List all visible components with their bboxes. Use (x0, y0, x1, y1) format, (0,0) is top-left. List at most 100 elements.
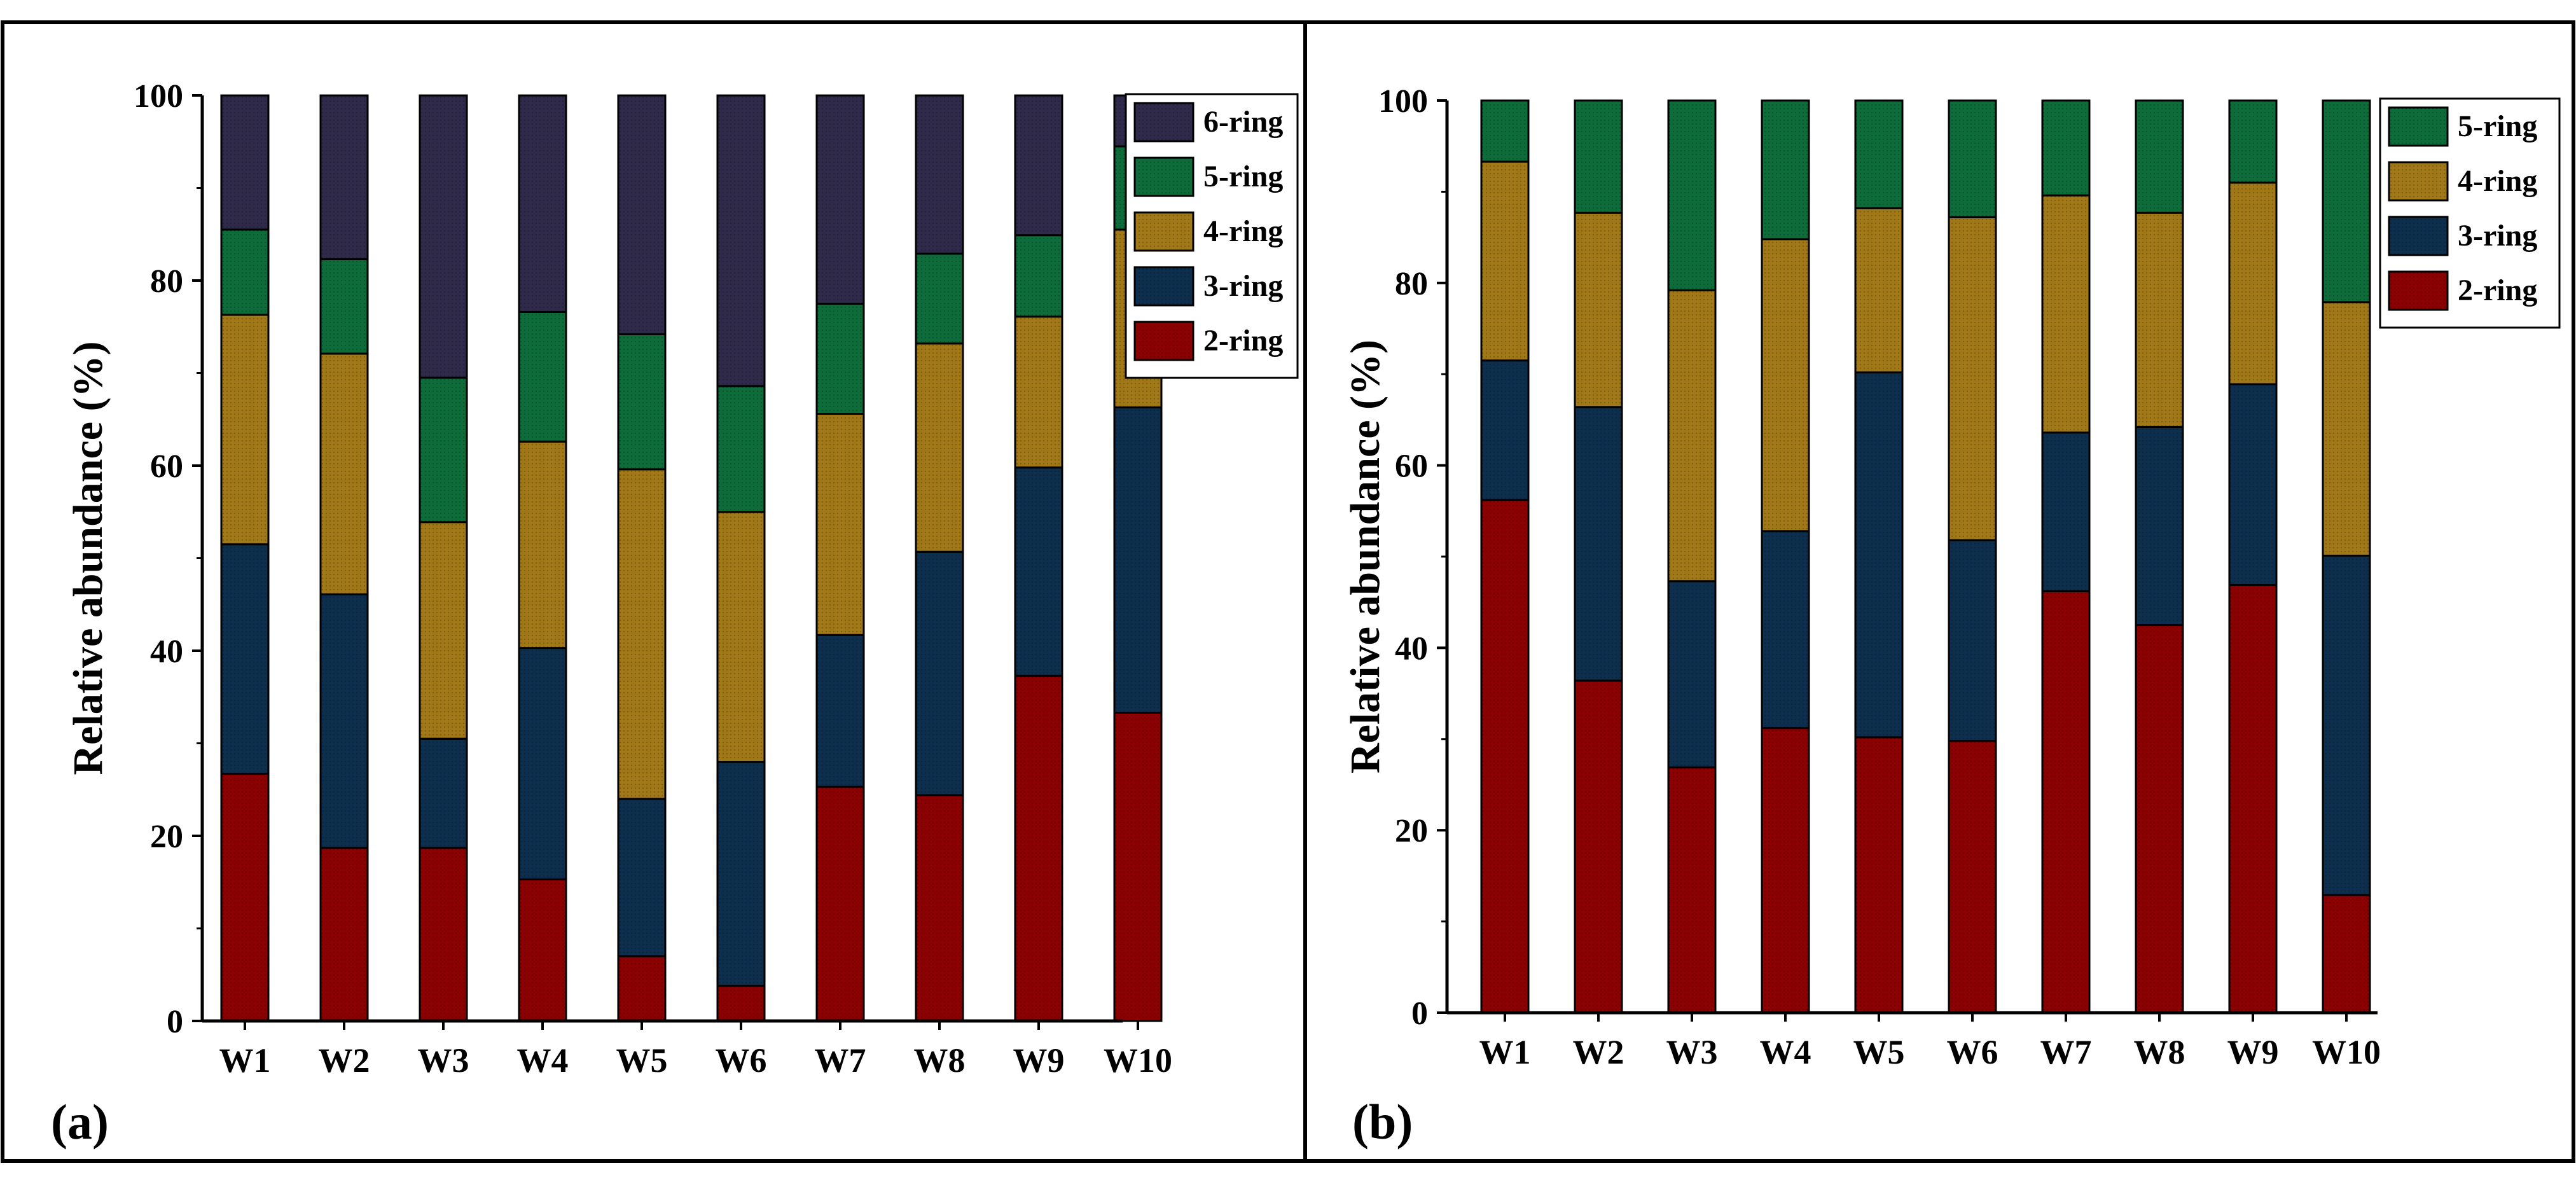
bar-a-w3-4-ring (419, 521, 468, 740)
bar-b-w9-4-ring (2228, 181, 2278, 385)
legend-b: 5-ring 4-ring 3-ring 2-ring (2379, 97, 2561, 329)
legend-swatch-texture-a (1135, 158, 1193, 196)
bar-b-w6-3-ring (1948, 539, 1997, 742)
bar-b-w10-5-ring (2322, 99, 2371, 303)
bar-a-w5-3-ring (617, 798, 667, 957)
bar-a-w5-4-ring (617, 468, 667, 800)
y-tick-label-a: 20 (150, 819, 183, 855)
x-tick-label-b: W5 (1853, 1033, 1905, 1071)
bar-a-w9-5-ring (1014, 234, 1063, 318)
bar-b-w8-4-ring (2135, 211, 2184, 428)
bar-b-w4-4-ring (1761, 238, 1810, 532)
bar-b-w7-3-ring (2041, 431, 2091, 592)
x-tick-label-b: W3 (1666, 1033, 1718, 1071)
x-tick-label-b: W9 (2227, 1033, 2279, 1071)
bar-b-w1-4-ring (1480, 160, 1530, 362)
y-tick-label-b: 40 (1395, 630, 1428, 667)
legend-swatch-texture-a (1135, 103, 1193, 141)
y-tick-label-b: 100 (1378, 83, 1428, 120)
y-tick-label-a: 40 (150, 634, 183, 670)
bar-a-w8-5-ring (915, 253, 964, 345)
bar-b-w1-5-ring (1480, 99, 1530, 163)
bar-b-w8-5-ring (2135, 99, 2184, 214)
legend-label-a-4-ring: 4-ring (1203, 214, 1283, 248)
bar-a-w1-5-ring (220, 228, 270, 316)
bar-a-w7-2-ring (815, 786, 865, 1022)
x-tick-label-a: W4 (517, 1041, 569, 1079)
bar-a-w2-3-ring (319, 593, 369, 849)
y-axis-b: 0 20 40 60 80 100 (1378, 83, 1449, 1032)
bar-a-w5-5-ring (617, 333, 667, 471)
x-tick-label-a: W6 (716, 1041, 767, 1079)
bar-b-w3-3-ring (1667, 580, 1717, 768)
bar-a-w9-6-ring (1014, 94, 1063, 237)
x-tick-label-b: W10 (2312, 1033, 2381, 1071)
bar-a-w1-6-ring (220, 94, 270, 231)
bar-a-w4-5-ring (518, 310, 567, 443)
bar-b-w1-3-ring (1480, 359, 1530, 501)
panel-label-b: (b) (1352, 1094, 1413, 1149)
bar-a-w6-5-ring (716, 385, 766, 513)
bar-a-w3-3-ring (419, 737, 468, 849)
x-tick-label-b: W7 (2040, 1033, 2092, 1071)
panel-label-a: (a) (51, 1094, 109, 1149)
x-tick-label-a: W10 (1104, 1041, 1172, 1079)
bar-a-w8-3-ring (915, 550, 964, 796)
bar-b-w4-3-ring (1761, 530, 1810, 730)
x-tick-label-a: W9 (1013, 1041, 1065, 1079)
bar-b-w9-5-ring (2228, 99, 2278, 184)
legend-label-b-2-ring: 2-ring (2458, 274, 2537, 307)
x-axis-b: W1 W2 W3 W4 W5 W6 W7 W8 W9 W10 (1447, 1011, 2381, 1071)
y-axis-a: 0 20 40 60 80 100 (134, 78, 204, 1040)
bar-a-w9-4-ring (1014, 316, 1063, 469)
legend-swatch-texture-a (1135, 322, 1193, 360)
bar-b-w2-3-ring (1574, 406, 1623, 682)
bar-a-w1-2-ring (220, 773, 270, 1022)
bar-b-w6-4-ring (1948, 216, 1997, 541)
bar-a-w8-6-ring (915, 94, 964, 255)
x-tick-label-b: W8 (2134, 1033, 2185, 1071)
bar-b-w5-5-ring (1854, 99, 1904, 209)
x-tick-label-a: W2 (319, 1041, 370, 1079)
bar-b-w7-4-ring (2041, 194, 2091, 434)
bar-b-w9-2-ring (2228, 583, 2278, 1014)
bar-b-w10-4-ring (2322, 301, 2371, 557)
bar-a-w1-3-ring (220, 543, 270, 775)
legend-swatch-texture-a (1135, 267, 1193, 305)
legend-swatch-texture-b (2389, 217, 2448, 255)
bar-a-w2-4-ring (319, 352, 369, 595)
bar-a-w4-6-ring (518, 94, 567, 313)
bar-b-w10-2-ring (2322, 894, 2371, 1014)
bar-b-w9-3-ring (2228, 383, 2278, 586)
bar-a-w1-4-ring (220, 314, 270, 546)
bar-b-w7-2-ring (2041, 590, 2091, 1014)
bar-a-w7-6-ring (815, 94, 865, 305)
y-tick-label-b: 0 (1411, 996, 1428, 1032)
bar-a-w5-6-ring (617, 94, 667, 335)
legend-label-b-4-ring: 4-ring (2458, 164, 2537, 198)
bar-b-w8-3-ring (2135, 426, 2184, 627)
bar-b-w2-4-ring (1574, 211, 1623, 408)
legend-swatch-texture-b (2389, 162, 2448, 200)
bar-a-w9-2-ring (1014, 674, 1063, 1022)
bar-a-w6-2-ring (716, 985, 766, 1022)
bar-b-w2-5-ring (1574, 99, 1623, 214)
x-tick-label-a: W7 (815, 1041, 866, 1079)
y-axis-label-a: Relative abundance (%) (65, 342, 111, 775)
x-tick-label-b: W4 (1760, 1033, 1811, 1071)
x-tick-label-b: W2 (1573, 1033, 1624, 1071)
x-tick-label-b: W6 (1947, 1033, 1998, 1071)
bar-a-w8-2-ring (915, 794, 964, 1022)
x-tick-label-a: W5 (616, 1041, 668, 1079)
bar-a-w6-6-ring (716, 94, 766, 387)
bar-a-w10-2-ring (1113, 711, 1163, 1022)
bar-b-w8-2-ring (2135, 624, 2184, 1014)
x-tick-label-a: W8 (914, 1041, 966, 1079)
x-axis-a: W1 W2 W3 W4 W5 W6 W7 W8 W9 W10 (202, 1019, 1172, 1079)
legend-swatch-texture-b (2389, 272, 2448, 310)
bar-b-w4-5-ring (1761, 99, 1810, 240)
legend-a: 6-ring 5-ring 4-ring 3-ring 2-ring (1125, 93, 1299, 379)
bar-b-w5-2-ring (1854, 736, 1904, 1014)
x-tick-label-b: W1 (1479, 1033, 1531, 1071)
bar-a-w8-4-ring (915, 342, 964, 553)
